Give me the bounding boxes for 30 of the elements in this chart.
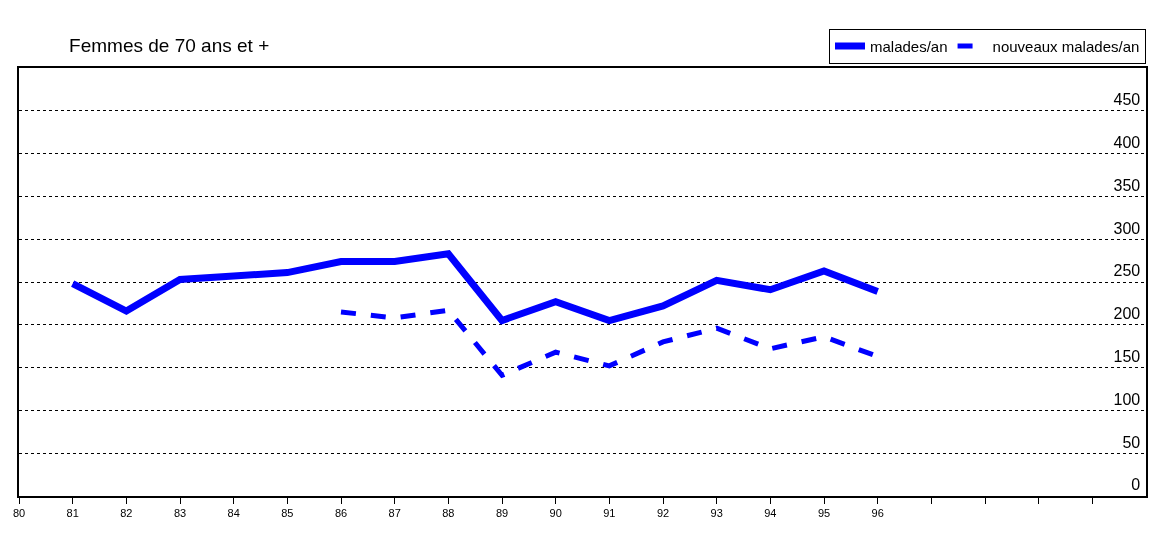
x-tick-label: 85	[281, 507, 294, 520]
x-tick-label: 86	[334, 507, 348, 520]
y-tick-label: 100	[1113, 390, 1141, 408]
x-tick-label: 91	[603, 507, 616, 520]
x-tick-label: 89	[495, 507, 509, 520]
x-tick-label: 93	[710, 507, 723, 520]
x-tick-label: 81	[66, 507, 79, 520]
x-tick-label: 90	[549, 507, 562, 520]
x-tick-label: 88	[442, 507, 455, 520]
x-tick-label: 82	[120, 507, 133, 520]
x-tick-label: 94	[764, 507, 777, 520]
x-tick-label: 95	[817, 507, 831, 520]
chart-title: Femmes de 70 ans et +	[69, 35, 270, 57]
y-tick-label: 200	[1113, 305, 1141, 323]
y-tick-label: 300	[1113, 219, 1141, 237]
legend-label: malades/an	[870, 37, 948, 55]
y-tick-label: 350	[1113, 176, 1141, 194]
x-tick-label: 96	[871, 507, 884, 520]
x-tick-label: 84	[227, 507, 240, 520]
x-tick-label: 80	[12, 507, 26, 520]
y-tick-label: 150	[1113, 348, 1141, 365]
y-tick-label: 450	[1113, 91, 1141, 109]
x-tick-label: 87	[388, 507, 401, 520]
x-tick-label: 83	[173, 507, 187, 520]
y-tick-label: 250	[1113, 262, 1141, 280]
y-tick-label: 400	[1113, 134, 1141, 151]
x-tick-label: 92	[656, 507, 670, 520]
y-tick-label: 50	[1122, 433, 1141, 451]
legend-label: nouveaux malades/an	[992, 37, 1140, 55]
y-tick-label: 0	[1131, 476, 1141, 494]
